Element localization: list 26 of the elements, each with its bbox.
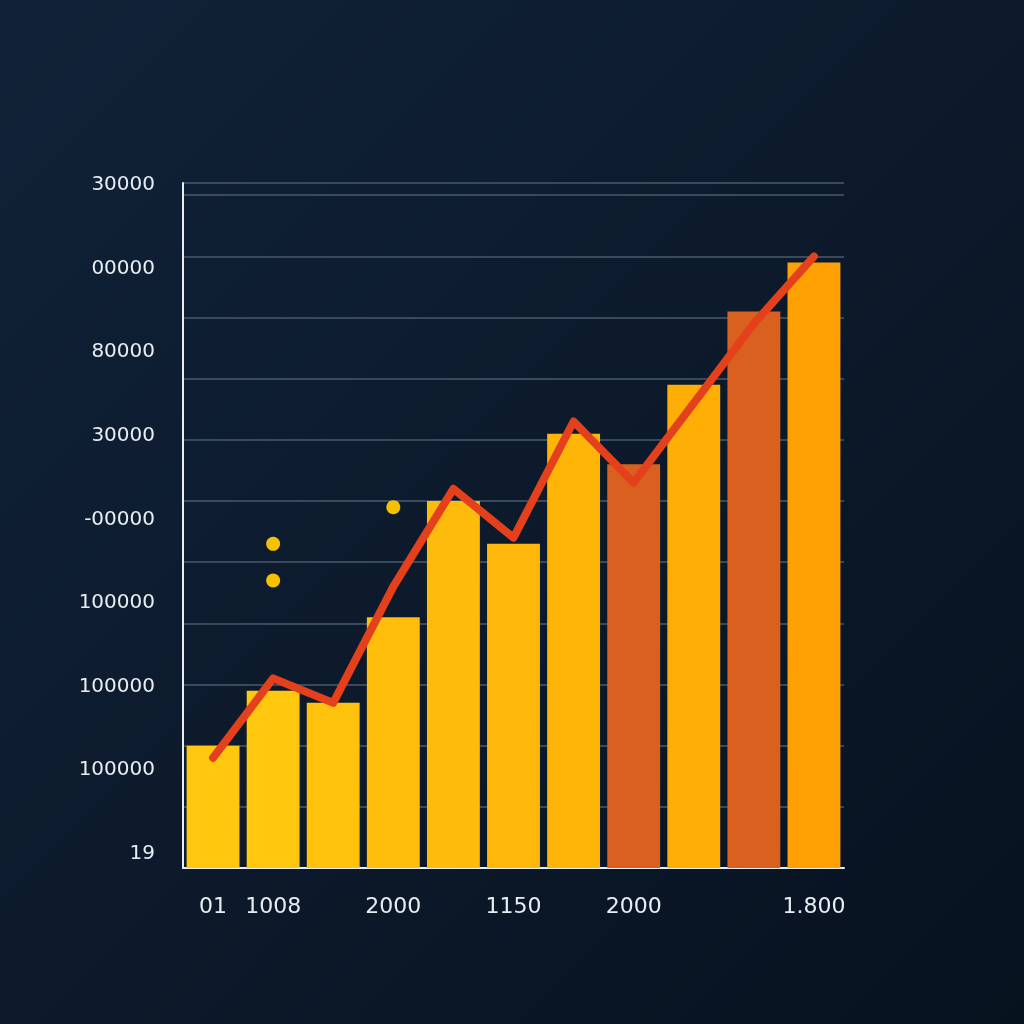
- x-tick-label: 1008: [245, 892, 302, 918]
- text: 00000: [91, 254, 155, 279]
- text: -00000: [84, 505, 155, 530]
- bar: [607, 464, 661, 868]
- text: 30000: [91, 421, 155, 446]
- bar: [186, 745, 240, 868]
- bar: [366, 617, 420, 868]
- text: 30000: [91, 171, 155, 195]
- bar: [547, 433, 601, 868]
- bar: [667, 384, 721, 868]
- x-tick-label: 1.800: [782, 892, 846, 918]
- bar: [727, 311, 781, 868]
- x-tick-label: 2000: [605, 892, 662, 918]
- text: 100000: [78, 672, 155, 697]
- bar: [306, 702, 360, 868]
- x-tick-label: 2000: [365, 892, 422, 918]
- text: 80000: [91, 338, 155, 363]
- text: 19: [129, 840, 155, 864]
- bar: [787, 262, 841, 868]
- x-tick-label: 1150: [485, 892, 542, 918]
- text: 100000: [78, 756, 155, 781]
- bar: [487, 543, 540, 868]
- x-tick-label: 01: [199, 892, 228, 918]
- bar: [246, 690, 300, 868]
- text: 100000: [78, 589, 155, 614]
- bar: [426, 501, 480, 868]
